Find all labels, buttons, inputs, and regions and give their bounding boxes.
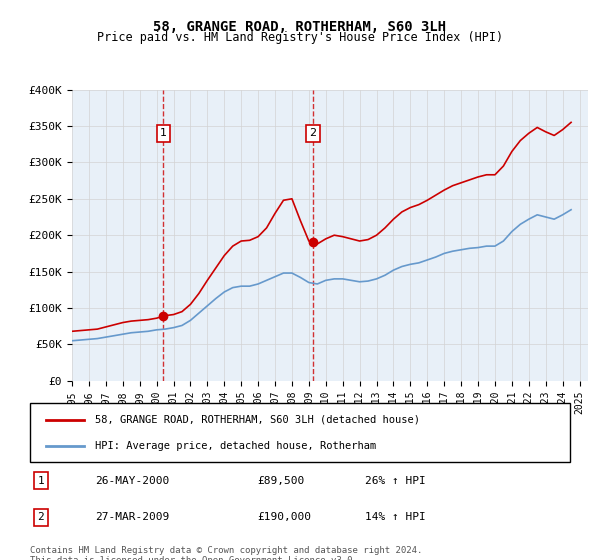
Text: HPI: Average price, detached house, Rotherham: HPI: Average price, detached house, Roth…: [95, 441, 376, 451]
Text: 58, GRANGE ROAD, ROTHERHAM, S60 3LH: 58, GRANGE ROAD, ROTHERHAM, S60 3LH: [154, 20, 446, 34]
Text: 26% ↑ HPI: 26% ↑ HPI: [365, 476, 425, 486]
Text: Price paid vs. HM Land Registry's House Price Index (HPI): Price paid vs. HM Land Registry's House …: [97, 31, 503, 44]
Text: £89,500: £89,500: [257, 476, 304, 486]
Text: 2: 2: [37, 512, 44, 522]
Text: 27-MAR-2009: 27-MAR-2009: [95, 512, 169, 522]
Text: £190,000: £190,000: [257, 512, 311, 522]
Text: 1: 1: [37, 476, 44, 486]
Text: 26-MAY-2000: 26-MAY-2000: [95, 476, 169, 486]
FancyBboxPatch shape: [30, 403, 570, 462]
Text: 2: 2: [310, 128, 317, 138]
Text: 14% ↑ HPI: 14% ↑ HPI: [365, 512, 425, 522]
Text: 58, GRANGE ROAD, ROTHERHAM, S60 3LH (detached house): 58, GRANGE ROAD, ROTHERHAM, S60 3LH (det…: [95, 414, 420, 424]
Text: Contains HM Land Registry data © Crown copyright and database right 2024.
This d: Contains HM Land Registry data © Crown c…: [30, 546, 422, 560]
Text: 1: 1: [160, 128, 167, 138]
